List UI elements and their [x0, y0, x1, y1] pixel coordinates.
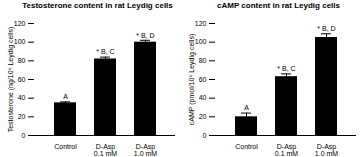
svg-text:0: 0	[203, 132, 207, 139]
svg-text:120: 120	[14, 20, 26, 27]
svg-text:100: 100	[195, 38, 207, 45]
svg-text:60: 60	[18, 76, 26, 83]
svg-text:Control: Control	[54, 143, 77, 150]
svg-text:* B, C: * B, C	[277, 65, 295, 72]
svg-text:40: 40	[18, 94, 26, 101]
html-text:cAMP content in rat Leydig cel: cAMP content in rat Leydig cells	[217, 1, 340, 10]
svg-text:80: 80	[199, 57, 207, 64]
svg-text:Testosterone (ng/10⁶ Leydig ce: Testosterone (ng/10⁶ Leydig cells)	[7, 27, 15, 133]
svg-text:D-Asp1.0 mM: D-Asp1.0 mM	[315, 143, 339, 157]
svg-text:80: 80	[18, 57, 26, 64]
svg-text:20: 20	[18, 113, 26, 120]
svg-text:40: 40	[199, 94, 207, 101]
html-text:Testosterone content in rat Le: Testosterone content in rat Leydig cells	[22, 1, 173, 10]
svg-text:Control: Control	[235, 143, 258, 150]
svg-text:60: 60	[199, 76, 207, 83]
svg-text:A: A	[63, 93, 68, 100]
svg-text:* B, C: * B, C	[96, 48, 114, 55]
svg-text:* B, D: * B, D	[136, 32, 154, 39]
svg-text:D-Asp1.0 mM: D-Asp1.0 mM	[134, 143, 158, 157]
svg-text:A: A	[244, 104, 249, 111]
svg-text:D-Asp0.1 mM: D-Asp0.1 mM	[275, 143, 299, 157]
svg-text:100: 100	[14, 38, 26, 45]
svg-text:D-Asp0.1 mM: D-Asp0.1 mM	[94, 143, 118, 157]
svg-text:* B, D: * B, D	[317, 25, 335, 32]
svg-text:cAMP (pmol/10⁶ Leydig cells): cAMP (pmol/10⁶ Leydig cells)	[188, 34, 196, 125]
svg-text:120: 120	[195, 20, 207, 27]
svg-text:0: 0	[22, 132, 26, 139]
svg-text:20: 20	[199, 113, 207, 120]
